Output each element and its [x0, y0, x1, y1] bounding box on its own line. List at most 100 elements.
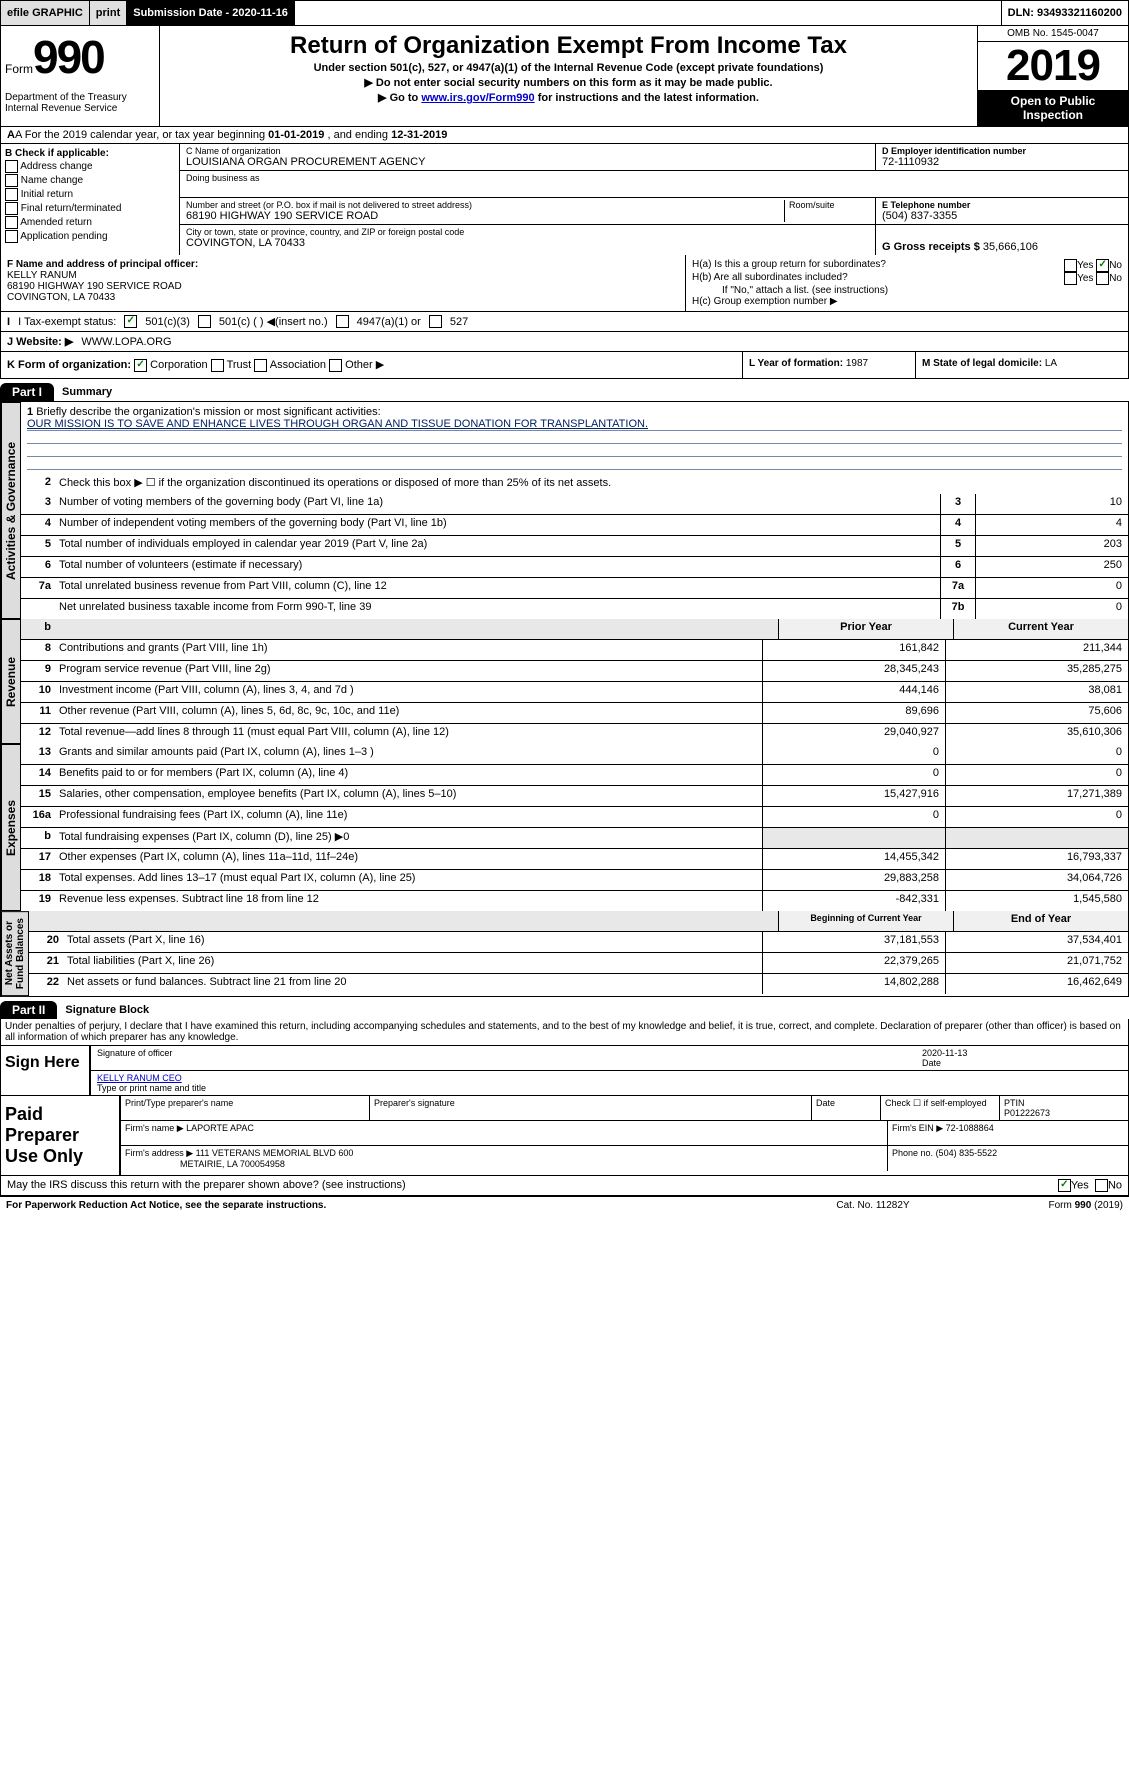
chk-address[interactable]: Address change — [5, 160, 175, 173]
hdr-prior: Prior Year — [778, 619, 953, 639]
row-k: K Form of organization: Corporation Trus… — [1, 352, 742, 378]
hb-label: H(b) Are all subordinates included? — [692, 272, 848, 285]
vtab-net: Net Assets or Fund Balances — [1, 911, 29, 996]
fin-line-10: 10Investment income (Part VIII, column (… — [21, 682, 1128, 703]
hb-note: If "No," attach a list. (see instruction… — [722, 285, 1122, 296]
top-bar: efile GRAPHIC print Submission Date - 20… — [0, 0, 1129, 26]
city-label: City or town, state or province, country… — [186, 227, 869, 237]
website-value: WWW.LOPA.ORG — [81, 336, 171, 348]
vtab-expenses: Expenses — [1, 744, 21, 911]
officer-name-label: Type or print name and title — [97, 1083, 206, 1093]
fin-line-17: 17Other expenses (Part IX, column (A), l… — [21, 849, 1128, 870]
row-j: J Website: ▶ WWW.LOPA.ORG — [0, 332, 1129, 352]
chk-corp[interactable] — [134, 359, 147, 372]
summary-line-5: 5Total number of individuals employed in… — [21, 536, 1128, 557]
hdr-end: End of Year — [953, 911, 1128, 931]
part1-title: Summary — [62, 386, 112, 398]
ein-value: 72-1110932 — [882, 156, 1122, 168]
firm-addr2: METAIRIE, LA 700054958 — [180, 1159, 285, 1169]
sig-date: 2020-11-13 — [922, 1048, 967, 1058]
form-number: 990 — [33, 31, 104, 83]
chk-501c[interactable] — [198, 315, 211, 328]
spacer — [295, 1, 1002, 25]
chk-other[interactable] — [329, 359, 342, 372]
org-name-label: C Name of organization — [186, 146, 869, 156]
firm-addr1: 111 VETERANS MEMORIAL BLVD 600 — [196, 1148, 354, 1158]
title-box: Return of Organization Exempt From Incom… — [160, 26, 977, 126]
col-cd: C Name of organization LOUISIANA ORGAN P… — [180, 144, 1128, 255]
chk-initial[interactable]: Initial return — [5, 188, 175, 201]
row-l: L Year of formation: 1987 — [742, 352, 915, 378]
hb-yes[interactable] — [1064, 272, 1077, 285]
chk-name[interactable]: Name change — [5, 174, 175, 187]
fin-line-18: 18Total expenses. Add lines 13–17 (must … — [21, 870, 1128, 891]
submission-date: Submission Date - 2020-11-16 — [127, 1, 295, 25]
street-address: 68190 HIGHWAY 190 SERVICE ROAD — [186, 210, 784, 222]
firm-addr-label: Firm's address ▶ — [125, 1148, 193, 1158]
prep-self-hdr: Check ☐ if self-employed — [881, 1096, 1000, 1120]
chk-assoc[interactable] — [254, 359, 267, 372]
ha-no[interactable] — [1096, 259, 1109, 272]
fin-line-16a: 16aProfessional fundraising fees (Part I… — [21, 807, 1128, 828]
discuss-yes[interactable] — [1058, 1179, 1071, 1192]
pra-notice: For Paperwork Reduction Act Notice, see … — [6, 1200, 773, 1211]
fin-line-9: 9Program service revenue (Part VIII, lin… — [21, 661, 1128, 682]
hdr-begin: Beginning of Current Year — [778, 911, 953, 931]
fin-line-15: 15Salaries, other compensation, employee… — [21, 786, 1128, 807]
fin-line-21: 21Total liabilities (Part X, line 26)22,… — [29, 953, 1128, 974]
ha-label: H(a) Is this a group return for subordin… — [692, 259, 886, 272]
chk-amended[interactable]: Amended return — [5, 216, 175, 229]
officer-label: F Name and address of principal officer: — [7, 259, 679, 270]
form-org-label: K Form of organization: — [7, 359, 131, 371]
officer-addr2: COVINGTON, LA 70433 — [7, 292, 679, 303]
fin-line-11: 11Other revenue (Part VIII, column (A), … — [21, 703, 1128, 724]
part2-header: Part II Signature Block — [0, 1001, 1129, 1019]
officer-name-sig[interactable]: KELLY RANUM CEO — [97, 1073, 182, 1083]
dept-label: Department of the Treasury Internal Reve… — [5, 92, 155, 114]
row-m: M State of legal domicile: LA — [915, 352, 1128, 378]
subtitle-3: ▶ Go to www.irs.gov/Form990 for instruct… — [168, 91, 969, 104]
chk-527[interactable] — [429, 315, 442, 328]
ha-yes[interactable] — [1064, 259, 1077, 272]
box-b: B Check if applicable: Address change Na… — [1, 144, 180, 255]
end-date: 12-31-2019 — [391, 129, 447, 141]
firm-name: LAPORTE APAC — [186, 1123, 254, 1133]
year-formation: 1987 — [846, 358, 868, 369]
omb-number: OMB No. 1545-0047 — [978, 26, 1128, 42]
year-box: OMB No. 1545-0047 2019 Open to PublicIns… — [977, 26, 1128, 126]
gross-value: 35,666,106 — [983, 241, 1038, 253]
prep-name-hdr: Print/Type preparer's name — [121, 1096, 370, 1120]
section-klm: K Form of organization: Corporation Trus… — [0, 352, 1129, 379]
part2-tab: Part II — [0, 1001, 57, 1019]
print-button[interactable]: print — [90, 1, 127, 25]
sign-here-label: Sign Here — [1, 1046, 91, 1095]
perjury-text: Under penalties of perjury, I declare th… — [1, 1019, 1128, 1046]
irs-link[interactable]: www.irs.gov/Form990 — [421, 92, 534, 104]
chk-4947[interactable] — [336, 315, 349, 328]
summary-line-4: 4Number of independent voting members of… — [21, 515, 1128, 536]
box-b-title: B Check if applicable: — [5, 148, 175, 159]
form-footer: Form 990 (2019) — [973, 1200, 1123, 1211]
part1-tab: Part I — [0, 383, 54, 401]
chk-final[interactable]: Final return/terminated — [5, 202, 175, 215]
chk-pending[interactable]: Application pending — [5, 230, 175, 243]
phone-value: (504) 837-3355 — [882, 210, 1122, 222]
fin-line-13: 13Grants and similar amounts paid (Part … — [21, 744, 1128, 765]
line1-desc: Briefly describe the organization's miss… — [36, 406, 380, 418]
box-h: H(a) Is this a group return for subordin… — [685, 255, 1128, 311]
chk-501c3[interactable] — [124, 315, 137, 328]
prep-date-hdr: Date — [812, 1096, 881, 1120]
firm-name-label: Firm's name ▶ — [125, 1123, 184, 1133]
hb-no[interactable] — [1096, 272, 1109, 285]
fin-line-19: 19Revenue less expenses. Subtract line 1… — [21, 891, 1128, 911]
discuss-no[interactable] — [1095, 1179, 1108, 1192]
line2-desc: Check this box ▶ ☐ if the organization d… — [55, 474, 1128, 494]
section-bcdefg: B Check if applicable: Address change Na… — [0, 144, 1129, 255]
form-number-box: Form990 Department of the Treasury Inter… — [1, 26, 160, 126]
chk-trust[interactable] — [211, 359, 224, 372]
instr-prefix: ▶ Go to — [378, 92, 421, 104]
part2-title: Signature Block — [65, 1004, 149, 1016]
row-i: II Tax-exempt status: 501(c)(3) 501(c) (… — [0, 312, 1129, 332]
discuss-label: May the IRS discuss this return with the… — [7, 1179, 406, 1192]
dln-label: DLN: 93493321160200 — [1002, 1, 1128, 25]
